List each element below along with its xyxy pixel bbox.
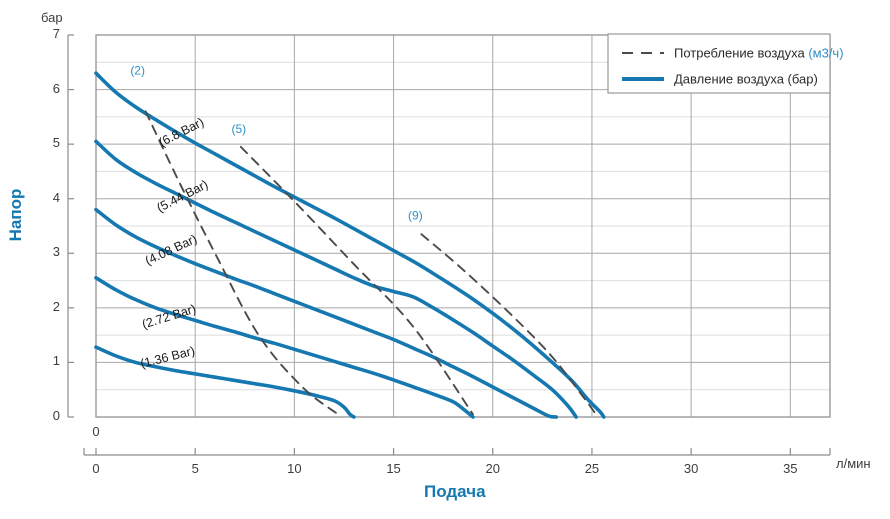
plot-border bbox=[95, 34, 831, 418]
y-tick-label: 0 bbox=[52, 408, 60, 423]
chart-legend: Потребление воздуха (м3/ч) Давление возду… bbox=[607, 33, 844, 94]
air-curve-point-label: (2) bbox=[130, 63, 145, 77]
curve-label: (5.44 Bar) bbox=[154, 177, 210, 215]
y-tick-label: 6 bbox=[52, 80, 60, 96]
x-tick-label: 20 bbox=[485, 461, 500, 476]
x-tick-label: 35 bbox=[783, 461, 798, 476]
air-consumption-curve bbox=[420, 233, 597, 416]
legend-label: Давление воздуха (бар) bbox=[674, 72, 818, 87]
air-curve-point-label: (9) bbox=[408, 208, 423, 222]
legend-label: Потребление воздуха (м3/ч) bbox=[674, 46, 844, 61]
pressure-curve bbox=[94, 207, 559, 419]
y-tick-label: 5 bbox=[52, 135, 60, 151]
y-tick-label: 2 bbox=[52, 298, 60, 314]
pressure-curve bbox=[94, 276, 475, 419]
air-curve-point-label: (5) bbox=[231, 122, 246, 136]
x-tick-label: 15 bbox=[386, 461, 401, 476]
x-axis-title: Подача bbox=[424, 482, 486, 501]
pressure-curve bbox=[94, 139, 578, 419]
x-tick-label: 25 bbox=[584, 461, 600, 476]
plot-frame bbox=[95, 34, 831, 418]
x-tick-label: 5 bbox=[191, 461, 199, 476]
pressure-curve bbox=[94, 71, 606, 419]
y-tick-label: 4 bbox=[52, 189, 60, 205]
legend-box bbox=[607, 33, 831, 94]
grid-layer bbox=[95, 34, 830, 418]
y-tick-label: 3 bbox=[52, 244, 60, 260]
pressure-curve bbox=[94, 345, 356, 419]
x-tick-label: 0 bbox=[92, 461, 100, 476]
x-axis-unit: л/мин bbox=[836, 456, 871, 471]
x-tick-label: 30 bbox=[683, 461, 699, 476]
air-consumption-curve bbox=[144, 110, 339, 416]
series-layer bbox=[94, 71, 606, 419]
origin-label: 0 bbox=[92, 424, 100, 439]
curve-label: (1.36 Bar) bbox=[139, 344, 196, 371]
y-tick-label: 1 bbox=[52, 353, 60, 369]
air-consumption-curve bbox=[239, 145, 474, 416]
axis-lines bbox=[67, 34, 831, 456]
point-label-layer: (2) (5) (9) bbox=[130, 63, 422, 222]
y-axis-unit: бар bbox=[41, 10, 63, 25]
x-tick-label: 10 bbox=[287, 461, 302, 476]
y-tick-label: 7 bbox=[52, 26, 60, 41]
